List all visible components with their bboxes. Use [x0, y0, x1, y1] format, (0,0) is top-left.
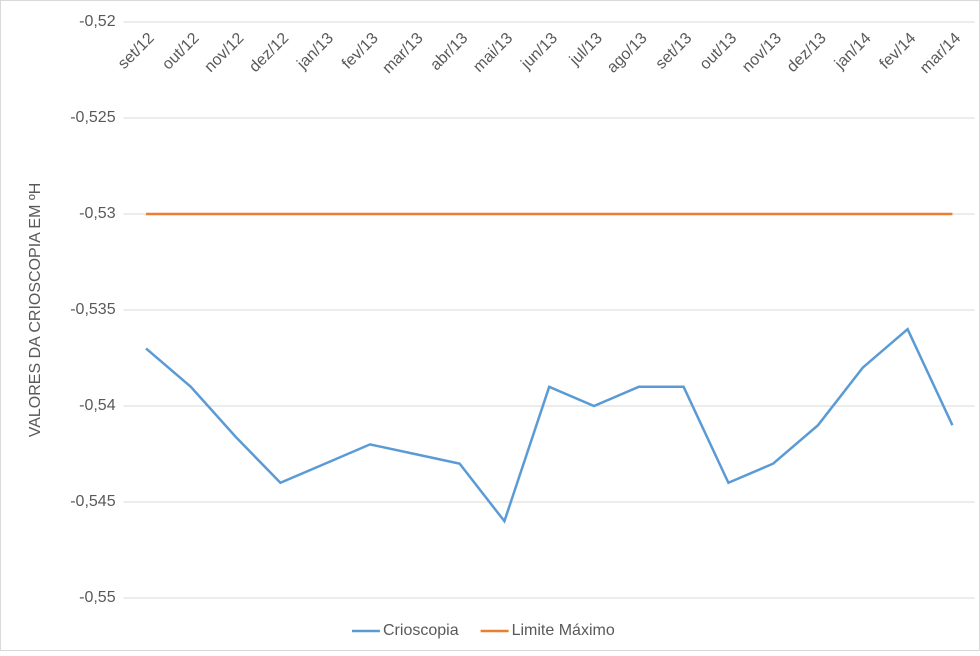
- y-tick-label: -0,535: [70, 301, 115, 318]
- legend-label: Limite Máximo: [512, 622, 615, 639]
- y-tick-label: -0,55: [79, 589, 116, 606]
- y-tick-label: -0,53: [79, 205, 116, 222]
- legend-label: Crioscopia: [383, 622, 459, 639]
- y-tick-label: -0,525: [70, 109, 115, 126]
- y-tick-label: -0,52: [79, 13, 116, 30]
- y-tick-label: -0,545: [70, 493, 115, 510]
- y-axis-label: VALORES DA CRIOSCOPIA EM ºH: [27, 183, 44, 438]
- y-tick-label: -0,54: [79, 397, 116, 414]
- series-line: [145, 327, 954, 524]
